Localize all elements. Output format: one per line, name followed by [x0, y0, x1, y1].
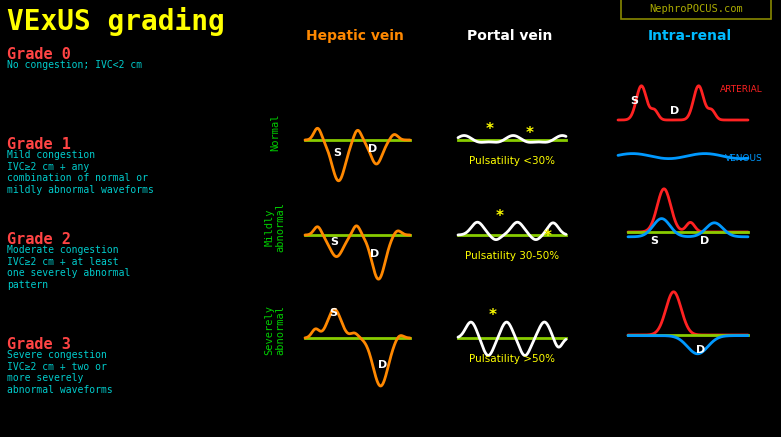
- Text: D: D: [378, 360, 387, 370]
- Text: S: S: [333, 148, 341, 158]
- Text: S: S: [330, 308, 337, 318]
- Text: Grade 0: Grade 0: [7, 47, 71, 62]
- Text: Grade 2: Grade 2: [7, 232, 71, 247]
- Text: Mild congestion
IVC≥2 cm + any
combination of normal or
mildly abnormal waveform: Mild congestion IVC≥2 cm + any combinati…: [7, 150, 154, 195]
- Text: S: S: [630, 96, 638, 106]
- Text: Hepatic vein: Hepatic vein: [306, 29, 404, 43]
- Text: VENOUS: VENOUS: [726, 154, 763, 163]
- Text: *: *: [544, 229, 552, 244]
- Text: D: D: [696, 345, 705, 355]
- Text: D: D: [368, 144, 376, 154]
- Text: Pulsatility >50%: Pulsatility >50%: [469, 354, 555, 364]
- Text: Pulsatility <30%: Pulsatility <30%: [469, 156, 555, 166]
- Text: S: S: [330, 237, 338, 247]
- Text: *: *: [489, 308, 497, 323]
- Text: Pulsatility 30-50%: Pulsatility 30-50%: [465, 251, 559, 261]
- Text: ARTERIAL: ARTERIAL: [720, 85, 763, 94]
- Text: D: D: [700, 236, 709, 246]
- Text: S: S: [650, 236, 658, 246]
- Text: Mildly
abnormal: Mildly abnormal: [264, 202, 286, 252]
- Text: D: D: [670, 106, 679, 116]
- Text: Severely
abnormal: Severely abnormal: [264, 305, 286, 355]
- Text: Grade 3: Grade 3: [7, 337, 71, 352]
- Text: *: *: [496, 209, 504, 224]
- Text: No congestion; IVC<2 cm: No congestion; IVC<2 cm: [7, 60, 142, 70]
- Text: Moderate congestion
IVC≥2 cm + at least
one severely abnormal
pattern: Moderate congestion IVC≥2 cm + at least …: [7, 245, 130, 290]
- Text: Normal: Normal: [270, 113, 280, 151]
- Text: VExUS grading: VExUS grading: [7, 7, 225, 36]
- Text: Grade 1: Grade 1: [7, 137, 71, 152]
- Text: *: *: [526, 126, 534, 141]
- Text: Portal vein: Portal vein: [467, 29, 553, 43]
- Text: Intra-renal: Intra-renal: [648, 29, 732, 43]
- Text: D: D: [369, 249, 379, 259]
- Text: Severe congestion
IVC≥2 cm + two or
more severely
abnormal waveforms: Severe congestion IVC≥2 cm + two or more…: [7, 350, 112, 395]
- Text: NephroPOCUS.com: NephroPOCUS.com: [649, 4, 743, 14]
- Text: *: *: [486, 122, 494, 137]
